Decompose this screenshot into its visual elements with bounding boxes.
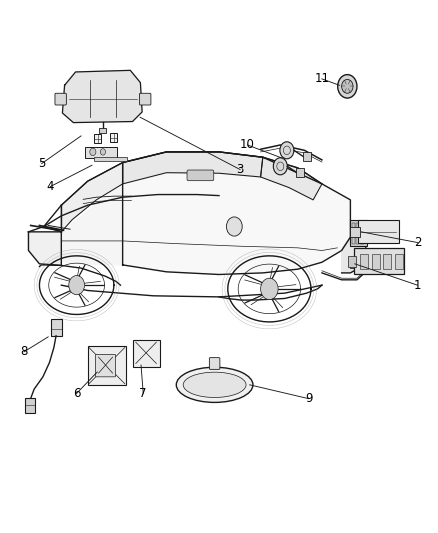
Circle shape: [338, 75, 357, 98]
Text: 2: 2: [413, 236, 421, 249]
Circle shape: [90, 148, 96, 156]
FancyBboxPatch shape: [110, 133, 117, 142]
FancyBboxPatch shape: [350, 227, 360, 237]
FancyBboxPatch shape: [348, 256, 356, 266]
Polygon shape: [123, 152, 350, 274]
Polygon shape: [28, 232, 61, 265]
FancyBboxPatch shape: [51, 319, 62, 336]
Polygon shape: [342, 227, 366, 273]
Polygon shape: [61, 163, 123, 232]
Circle shape: [69, 276, 85, 295]
FancyBboxPatch shape: [354, 248, 404, 274]
FancyBboxPatch shape: [55, 93, 66, 105]
FancyBboxPatch shape: [303, 152, 311, 161]
FancyBboxPatch shape: [99, 128, 106, 133]
Circle shape: [280, 142, 294, 159]
FancyBboxPatch shape: [94, 134, 101, 143]
FancyBboxPatch shape: [358, 220, 399, 243]
Text: 5: 5: [38, 157, 45, 170]
FancyBboxPatch shape: [94, 157, 127, 161]
Polygon shape: [123, 152, 263, 184]
FancyBboxPatch shape: [209, 358, 220, 369]
Polygon shape: [28, 184, 123, 265]
FancyBboxPatch shape: [296, 168, 304, 177]
FancyBboxPatch shape: [383, 254, 391, 269]
Ellipse shape: [183, 372, 246, 398]
Text: 7: 7: [139, 387, 147, 400]
FancyBboxPatch shape: [395, 254, 403, 269]
Ellipse shape: [176, 367, 253, 402]
Text: 11: 11: [314, 72, 329, 85]
Circle shape: [261, 278, 278, 300]
Text: 3: 3: [237, 163, 244, 176]
Polygon shape: [62, 70, 142, 123]
FancyBboxPatch shape: [350, 258, 365, 268]
Text: 6: 6: [73, 387, 81, 400]
Text: 1: 1: [413, 279, 421, 292]
Circle shape: [100, 149, 106, 155]
Circle shape: [342, 79, 353, 93]
Text: 4: 4: [46, 180, 54, 193]
Polygon shape: [261, 157, 322, 200]
FancyBboxPatch shape: [350, 220, 367, 246]
Text: 9: 9: [305, 392, 313, 405]
FancyBboxPatch shape: [95, 354, 116, 377]
FancyBboxPatch shape: [139, 93, 151, 105]
Circle shape: [226, 217, 242, 236]
FancyBboxPatch shape: [85, 147, 117, 158]
FancyBboxPatch shape: [352, 223, 355, 244]
FancyBboxPatch shape: [360, 223, 364, 244]
FancyBboxPatch shape: [25, 398, 35, 413]
FancyBboxPatch shape: [88, 346, 126, 385]
FancyBboxPatch shape: [372, 254, 380, 269]
FancyBboxPatch shape: [356, 223, 359, 244]
Circle shape: [273, 158, 287, 175]
Text: 8: 8: [21, 345, 28, 358]
FancyBboxPatch shape: [360, 254, 368, 269]
FancyBboxPatch shape: [133, 340, 160, 367]
FancyBboxPatch shape: [187, 170, 214, 181]
Text: 10: 10: [240, 139, 255, 151]
